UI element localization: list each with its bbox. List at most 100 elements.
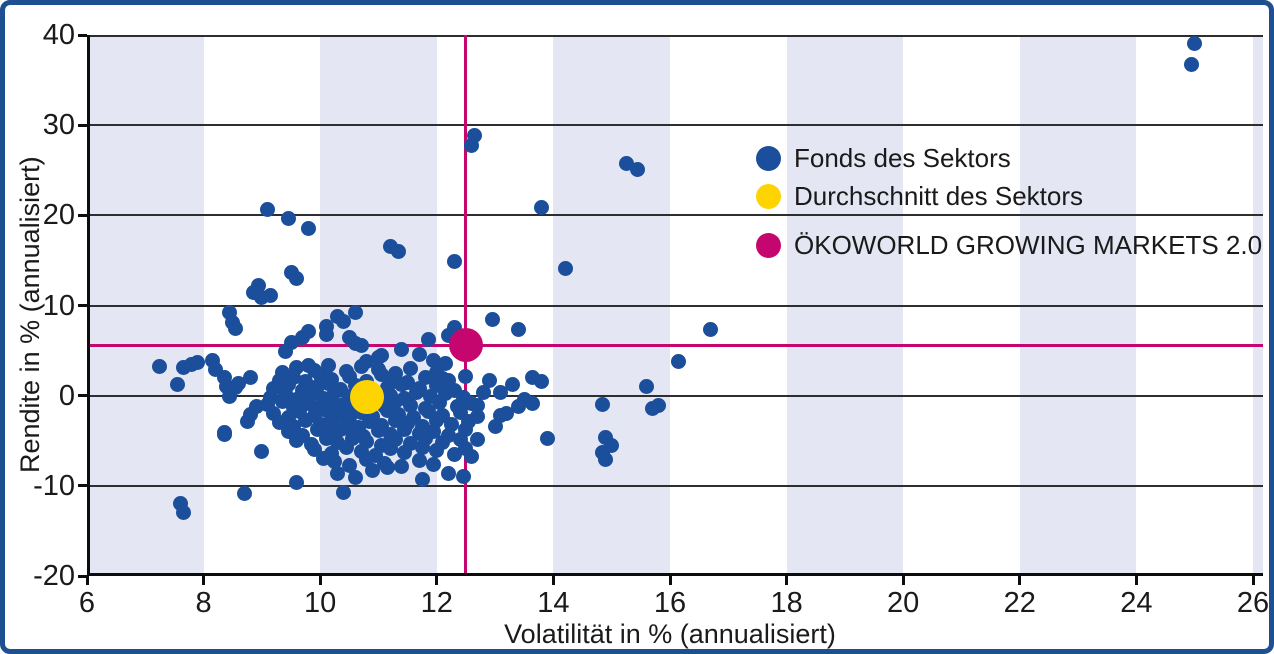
x-axis-tick: [435, 576, 439, 585]
fund-data-point: [403, 361, 419, 377]
fund-data-point: [426, 353, 442, 368]
fund-data-point: [318, 431, 334, 447]
fund-data-point: [464, 449, 480, 465]
fund-data-point: [248, 398, 264, 414]
fund-data-point: [464, 137, 480, 153]
fund-data-point: [446, 253, 462, 269]
x-tick-label: 22: [1003, 587, 1036, 619]
fund-data-point: [534, 373, 550, 389]
x-tick-label: 20: [887, 587, 920, 619]
fund-data-point: [493, 385, 509, 401]
fund-data-point: [315, 451, 331, 467]
fund-data-point: [394, 342, 410, 358]
fund-data-point: [365, 463, 381, 478]
y-axis-tick: [78, 484, 87, 488]
fund-data-point: [671, 353, 687, 369]
fund-data-point: [236, 486, 252, 502]
fund-data-point: [540, 430, 556, 446]
fund-data-point: [510, 322, 526, 338]
y-axis-tick: [78, 123, 87, 127]
fund-data-point: [630, 161, 646, 177]
fund-data-point: [411, 453, 427, 469]
fund-data-point: [263, 288, 279, 304]
fund-data-point: [371, 423, 386, 439]
crosshair-vertical: [464, 35, 468, 576]
fund-data-point: [228, 320, 244, 336]
fonds-legend-marker-icon: [756, 145, 781, 171]
fund-data-point: [274, 394, 290, 410]
fund-data-point: [499, 406, 515, 422]
fund-data-point: [487, 418, 503, 434]
fund-data-point: [382, 441, 398, 457]
fund-data-point: [1184, 57, 1200, 73]
x-axis-tick: [668, 576, 672, 585]
fund-data-point: [505, 377, 521, 393]
fund-data-point: [557, 261, 573, 277]
x-tick-label: 24: [1120, 587, 1153, 619]
fund-data-point: [280, 211, 296, 227]
y-axis-line: [87, 35, 90, 576]
x-tick-label: 16: [653, 587, 687, 619]
x-tick-label: 8: [195, 587, 212, 619]
fund-data-point: [394, 377, 410, 393]
plot-top-border: [87, 35, 1263, 37]
x-axis-tick: [1018, 576, 1022, 585]
fund-data-point: [260, 201, 276, 217]
fund-data-point: [353, 359, 369, 375]
fund-data-point: [301, 221, 317, 237]
x-axis-tick: [85, 576, 89, 585]
fund-data-point: [394, 459, 410, 475]
fund-data-point: [277, 343, 293, 359]
fund-data-point: [397, 444, 413, 460]
durchschnitt-legend-marker-icon: [756, 183, 781, 209]
fund-data-point: [414, 472, 430, 488]
fund-data-point: [330, 465, 346, 481]
fund-data-point: [391, 243, 407, 259]
fund-data-point: [452, 432, 468, 448]
fund-data-point: [408, 385, 424, 401]
y-axis-tick: [78, 33, 87, 37]
fund-data-point: [298, 413, 314, 429]
x-axis-line: [87, 573, 1263, 576]
fund-data-point: [242, 370, 258, 386]
x-tick-label: 6: [78, 587, 96, 619]
x-axis-tick: [551, 576, 555, 585]
legend: Fonds des Sektors Durchschnitt des Sekto…: [756, 139, 1262, 264]
fund-data-point: [403, 398, 419, 414]
crosshair-horizontal: [87, 343, 1263, 347]
x-axis-tick: [318, 576, 322, 585]
fund-data-point: [239, 414, 255, 430]
fund-data-point: [639, 379, 655, 395]
fund-data-point: [440, 465, 456, 481]
fund-data-point: [336, 484, 352, 500]
fund-data-point: [373, 347, 389, 363]
y-tick-label: 0: [58, 379, 75, 412]
fund-data-point: [318, 326, 334, 342]
legend-label-okoworld: ÖKOWORLD GROWING MARKETS 2.0: [794, 229, 1263, 260]
fund-data-point: [373, 367, 389, 383]
fund-data-point: [426, 456, 442, 472]
legend-item-fonds: Fonds des Sektors: [756, 139, 1262, 177]
fund-data-point: [289, 433, 305, 449]
y-axis-tick: [78, 394, 87, 398]
x-axis-tick: [785, 576, 789, 585]
fund-data-point: [379, 460, 395, 476]
fund-data-point: [595, 397, 611, 413]
y-tick-label: -10: [33, 469, 75, 502]
fund-data-point: [169, 377, 185, 393]
x-axis-tick: [1251, 576, 1255, 585]
fund-data-point: [414, 440, 430, 456]
fund-data-point: [216, 426, 232, 442]
gridline: [87, 484, 1263, 487]
y-axis-tick: [78, 574, 87, 578]
x-axis-title: Volatilität in % (annualisiert): [504, 619, 836, 649]
fund-data-point: [475, 384, 491, 400]
fund-data-point: [411, 346, 427, 362]
gridline: [87, 214, 1263, 217]
fund-data-point: [289, 474, 305, 490]
fund-data-point: [338, 440, 354, 456]
fund-data-point: [525, 396, 541, 412]
fund-data-point: [429, 364, 445, 380]
fund-data-point: [446, 446, 462, 462]
y-tick-label: -20: [33, 560, 75, 592]
